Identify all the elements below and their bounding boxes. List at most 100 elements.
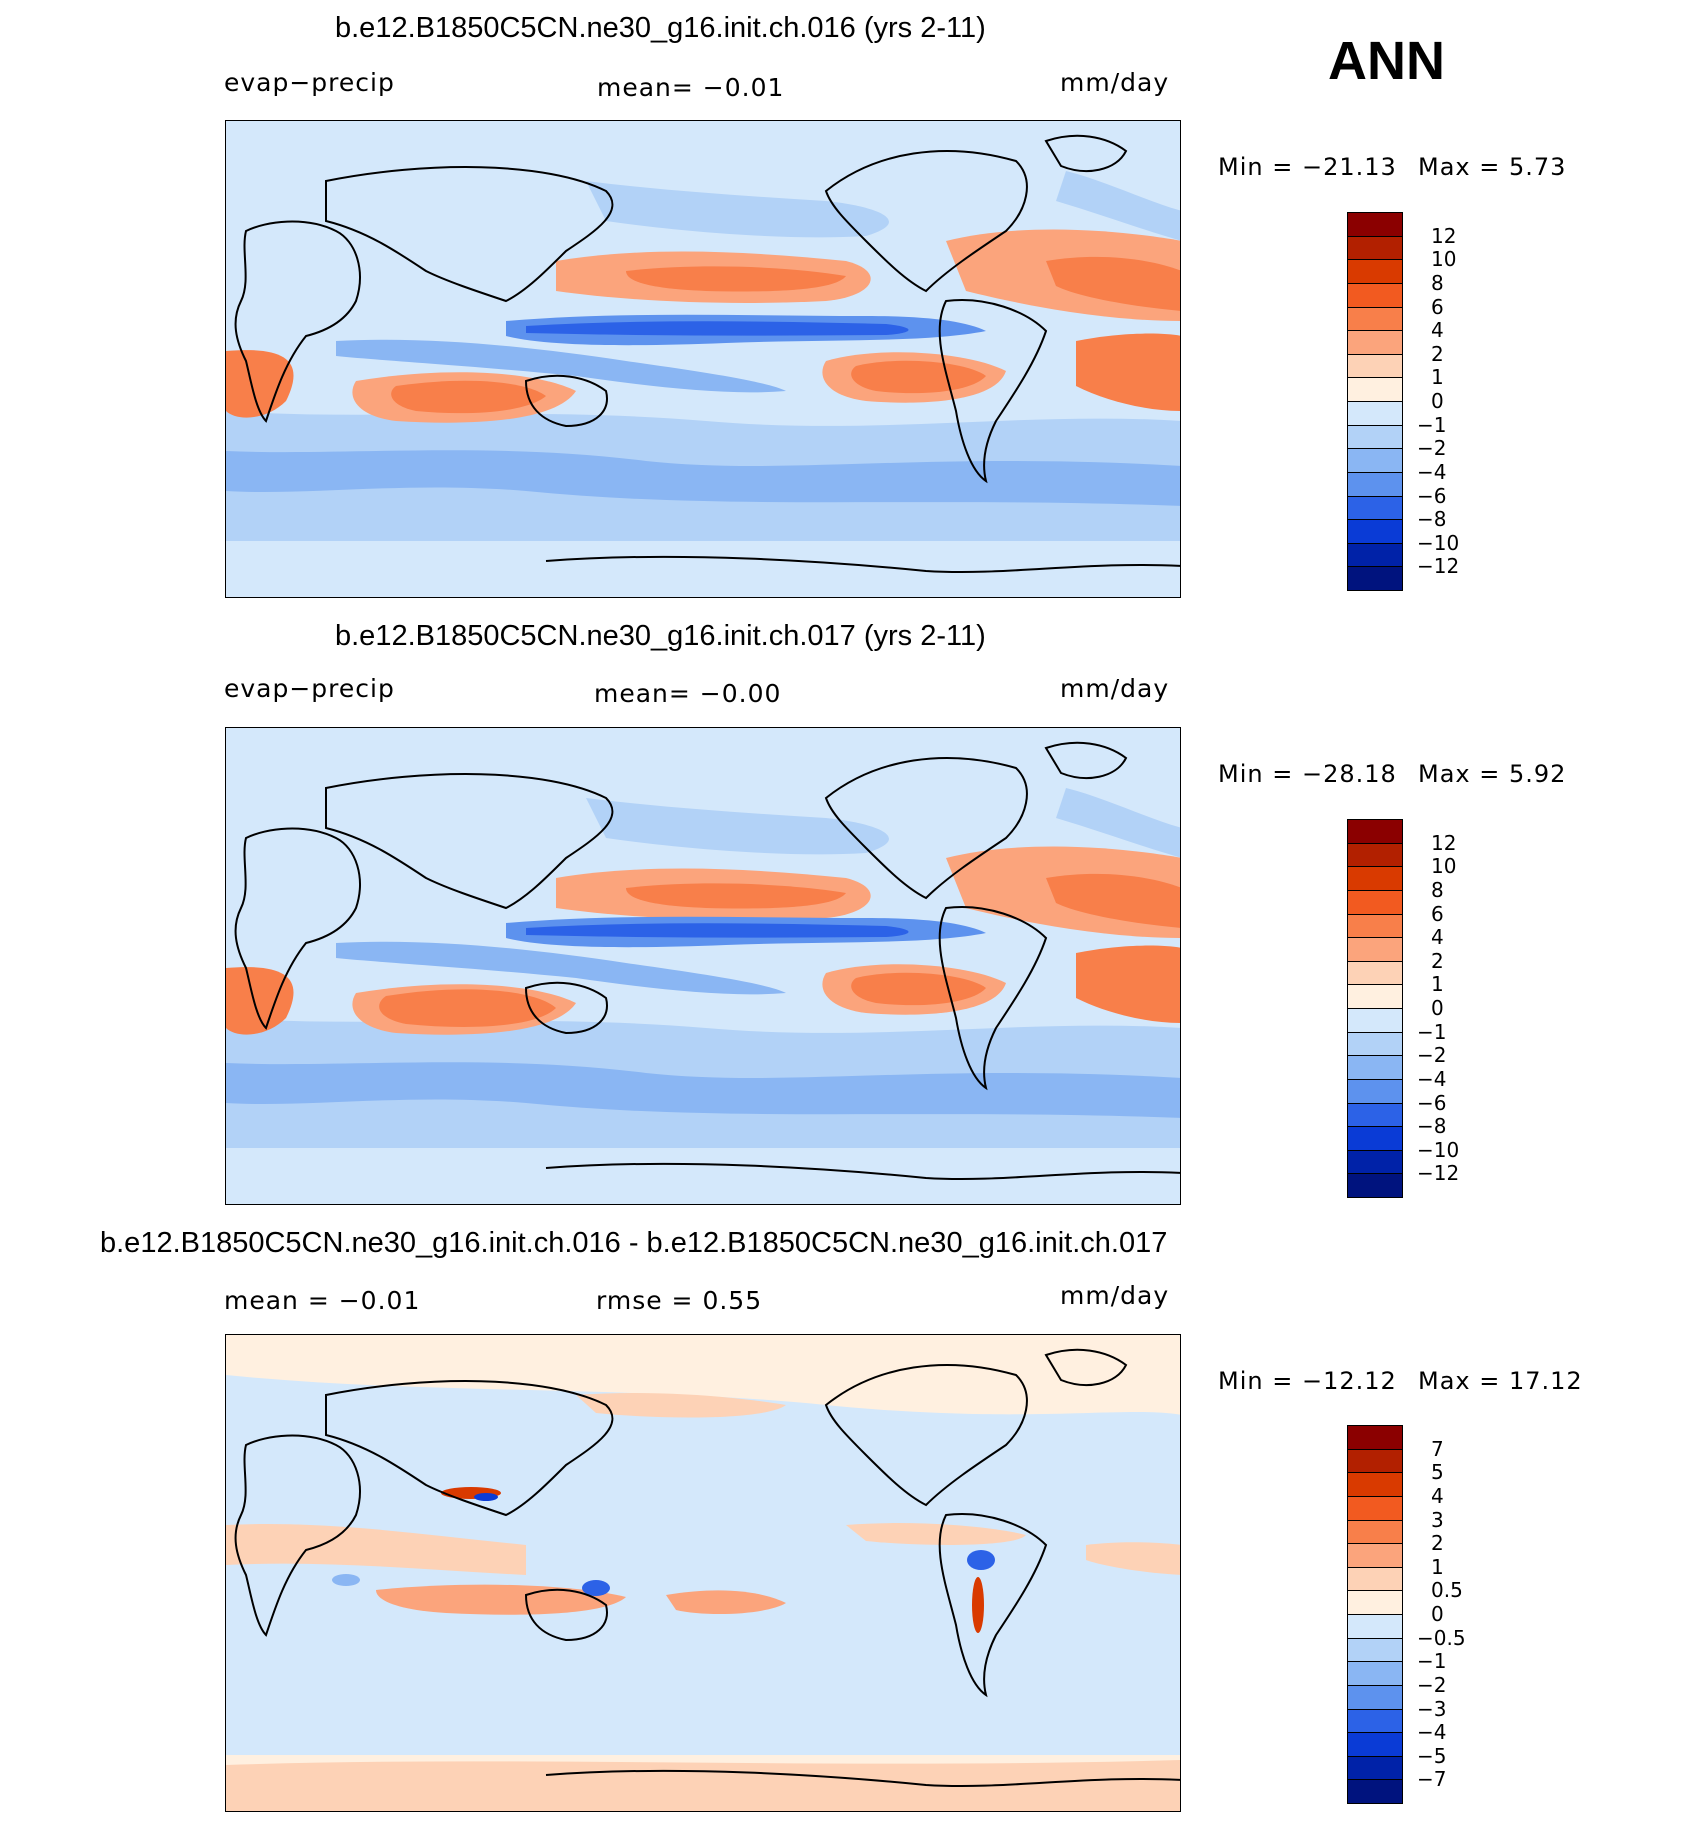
- panel2-map-field: [226, 728, 1180, 1204]
- colorbar-tick-label: 2: [1431, 948, 1444, 973]
- colorbar-tick-label: 6: [1431, 294, 1444, 319]
- colorbar-tick-label: −2: [1417, 436, 1447, 461]
- panel3-min-label: Min = −12.12: [1218, 1367, 1397, 1395]
- colorbar-tick-label: −1: [1417, 1019, 1447, 1044]
- colorbar-tick-label: 5: [1431, 1460, 1444, 1485]
- colorbar-swatch: [1347, 1472, 1403, 1497]
- panel2-colorbar: 12 10 8 6 4 2 1 0 −1 −2 −4 −6 −8 −10 −12: [1347, 819, 1459, 1198]
- colorbar-swatch: [1347, 1637, 1403, 1663]
- colorbar-tick-label: −4: [1417, 1720, 1447, 1745]
- colorbar-tick-label: 1: [1431, 972, 1444, 997]
- colorbar-tick-label: 8: [1431, 877, 1444, 902]
- colorbar-tick-label: 0.5: [1431, 1578, 1463, 1603]
- panel3-map: [225, 1334, 1181, 1812]
- colorbar-tick-label: 12: [1431, 223, 1457, 248]
- panel2-min-label: Min = −28.18: [1218, 760, 1397, 788]
- panel3-title: b.e12.B1850C5CN.ne30_g16.init.ch.016 - b…: [100, 1227, 1168, 1259]
- colorbar-tick-label: −2: [1417, 1672, 1447, 1697]
- colorbar-swatch: [1347, 1008, 1403, 1033]
- colorbar-swatch: [1347, 1031, 1403, 1057]
- colorbar-swatch: [1347, 960, 1403, 986]
- colorbar-tick-label: 0: [1431, 996, 1444, 1020]
- panel2-units-label: mm/day: [1060, 674, 1170, 703]
- colorbar-swatch: [1347, 1425, 1403, 1450]
- colorbar-swatch: [1347, 1755, 1403, 1781]
- panel3-units-label: mm/day: [1060, 1281, 1170, 1310]
- colorbar-tick-label: −5: [1417, 1743, 1447, 1768]
- colorbar-swatch: [1347, 889, 1403, 915]
- panel2-map: [225, 727, 1181, 1205]
- colorbar-swatch: [1347, 212, 1403, 237]
- colorbar-swatch: [1347, 1614, 1403, 1639]
- colorbar-swatch: [1347, 471, 1403, 497]
- colorbar-tick-label: −8: [1417, 507, 1447, 532]
- colorbar-swatch: [1347, 1519, 1403, 1545]
- panel2-variable-label: evap−precip: [224, 674, 395, 703]
- panel1-map: [225, 120, 1181, 598]
- colorbar-swatch: [1347, 1590, 1403, 1615]
- colorbar-tick-label: 2: [1431, 1531, 1444, 1556]
- colorbar-swatch: [1347, 235, 1403, 261]
- colorbar-swatch: [1347, 259, 1403, 284]
- colorbar-tick-label: 2: [1431, 341, 1444, 366]
- panel1-map-field: [226, 121, 1180, 597]
- colorbar-tick-label: 8: [1431, 270, 1444, 295]
- colorbar-tick-label: 7: [1431, 1436, 1444, 1461]
- colorbar-tick-label: 4: [1431, 1483, 1444, 1508]
- colorbar-swatch: [1347, 424, 1403, 450]
- panel1-variable-label: evap−precip: [224, 68, 395, 97]
- panel2-max-label: Max = 5.92: [1418, 760, 1567, 788]
- panel2-title: b.e12.B1850C5CN.ne30_g16.init.ch.017 (yr…: [335, 620, 986, 652]
- season-label: ANN: [1328, 31, 1445, 91]
- colorbar-swatch: [1347, 1543, 1403, 1568]
- colorbar-swatch: [1347, 353, 1403, 379]
- colorbar-swatch: [1347, 542, 1403, 568]
- colorbar-tick-label: −12: [1417, 554, 1460, 579]
- colorbar-tick-label: 6: [1431, 901, 1444, 926]
- colorbar-tick-label: 4: [1431, 925, 1444, 950]
- colorbar-tick-label: 10: [1431, 247, 1457, 272]
- colorbar-swatch: [1347, 1708, 1403, 1734]
- panel3-colorbar: 7 5 4 3 2 1 0.5 0 −0.5 −1 −2 −3 −4 −5 −7: [1347, 1425, 1466, 1804]
- panel3-rmse-label: rmse = 0.55: [596, 1286, 763, 1315]
- colorbar-tick-label: −6: [1417, 483, 1447, 508]
- colorbar-tick-label: 10: [1431, 854, 1457, 879]
- colorbar-tick-label: 1: [1431, 1554, 1444, 1579]
- colorbar-tick-label: −1: [1417, 412, 1447, 437]
- colorbar-swatch: [1347, 1661, 1403, 1686]
- colorbar-swatch: [1347, 1126, 1403, 1151]
- colorbar-tick-label: −4: [1417, 459, 1447, 484]
- panel1-max-label: Max = 5.73: [1418, 153, 1567, 181]
- colorbar-tick-label: 1: [1431, 365, 1444, 390]
- colorbar-tick-label: −10: [1417, 1137, 1460, 1162]
- panel1-mean-label: mean= −0.01: [597, 73, 785, 102]
- panel1-units-label: mm/day: [1060, 68, 1170, 97]
- colorbar-tick-label: −7: [1417, 1767, 1447, 1792]
- colorbar-swatch: [1347, 1055, 1403, 1080]
- colorbar-swatch: [1347, 282, 1403, 308]
- colorbar-swatch: [1347, 866, 1403, 891]
- colorbar-swatch: [1347, 1102, 1403, 1128]
- colorbar-swatch: [1347, 913, 1403, 939]
- colorbar-tick-label: 4: [1431, 318, 1444, 343]
- colorbar-swatch: [1347, 1149, 1403, 1175]
- colorbar-swatch: [1347, 842, 1403, 868]
- colorbar-swatch: [1347, 1173, 1403, 1198]
- colorbar-swatch: [1347, 566, 1403, 591]
- colorbar-swatch: [1347, 448, 1403, 473]
- colorbar-tick-label: 12: [1431, 830, 1457, 855]
- colorbar-swatch: [1347, 401, 1403, 426]
- colorbar-swatch: [1347, 519, 1403, 544]
- colorbar-swatch: [1347, 1078, 1403, 1104]
- panel1-min-label: Min = −21.13: [1218, 153, 1397, 181]
- colorbar-tick-label: −8: [1417, 1114, 1447, 1139]
- colorbar-swatch: [1347, 495, 1403, 521]
- colorbar-tick-label: −3: [1417, 1696, 1447, 1721]
- panel3-map-field: [226, 1335, 1180, 1811]
- colorbar-tick-label: −10: [1417, 530, 1460, 555]
- colorbar-swatch: [1347, 1566, 1403, 1592]
- panel3-max-label: Max = 17.12: [1418, 1367, 1583, 1395]
- panel3-mean-label: mean = −0.01: [224, 1286, 421, 1315]
- colorbar-swatch: [1347, 1495, 1403, 1521]
- colorbar-swatch: [1347, 1732, 1403, 1757]
